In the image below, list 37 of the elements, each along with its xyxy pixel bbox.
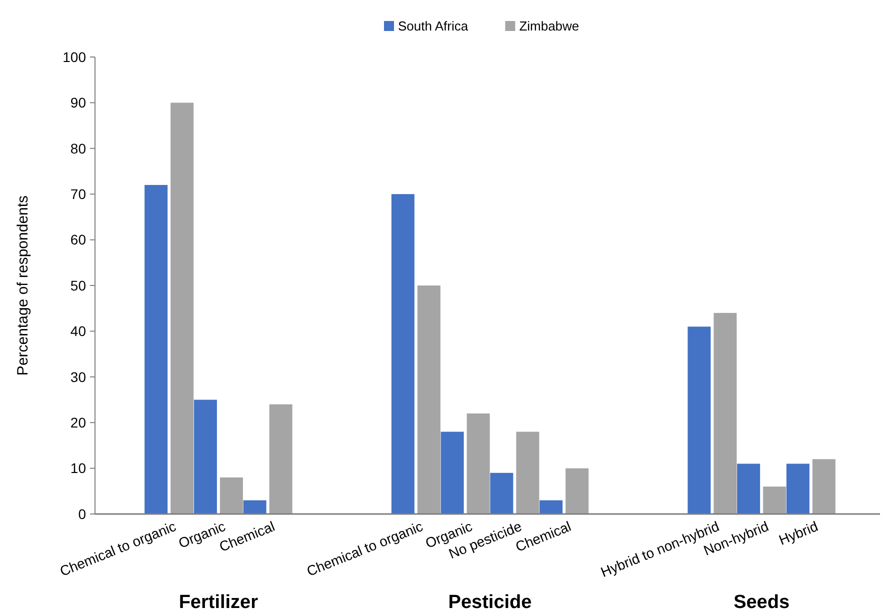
y-tick-label: 70	[70, 186, 86, 202]
legend-label: South Africa	[398, 18, 469, 34]
text: Pesticide	[448, 592, 532, 612]
bar	[812, 459, 836, 514]
bar	[763, 486, 786, 514]
bar	[540, 500, 563, 514]
bar	[391, 194, 414, 514]
bar	[714, 312, 737, 514]
bar	[220, 477, 243, 514]
bar	[170, 102, 194, 514]
bar	[243, 500, 266, 514]
bar	[490, 472, 514, 514]
bar	[417, 286, 440, 514]
y-tick-label: 60	[70, 232, 86, 248]
bar	[144, 184, 168, 514]
y-axis-title: Percentage of respondents	[14, 195, 32, 376]
bar	[194, 400, 217, 514]
bar	[269, 404, 292, 514]
bar	[440, 432, 464, 514]
y-tick-label: 80	[70, 140, 86, 156]
y-tick-label: 10	[70, 460, 86, 476]
bar	[786, 464, 810, 514]
text: Fertilizer	[178, 592, 259, 612]
y-tick-label: 50	[70, 277, 86, 294]
bar	[688, 326, 711, 514]
y-tick-label: 90	[70, 94, 86, 111]
text: Seeds	[734, 592, 790, 612]
y-tick-label: 20	[70, 414, 86, 430]
bar	[466, 413, 490, 514]
bar	[566, 468, 589, 514]
legend-label: Zimbabwe	[519, 18, 580, 34]
y-tick-label: 0	[78, 506, 86, 522]
y-tick-label: 100	[62, 48, 86, 65]
bar	[516, 432, 540, 514]
y-tick-label: 30	[70, 368, 86, 385]
y-tick-label: 40	[70, 323, 86, 340]
bar	[737, 464, 760, 514]
